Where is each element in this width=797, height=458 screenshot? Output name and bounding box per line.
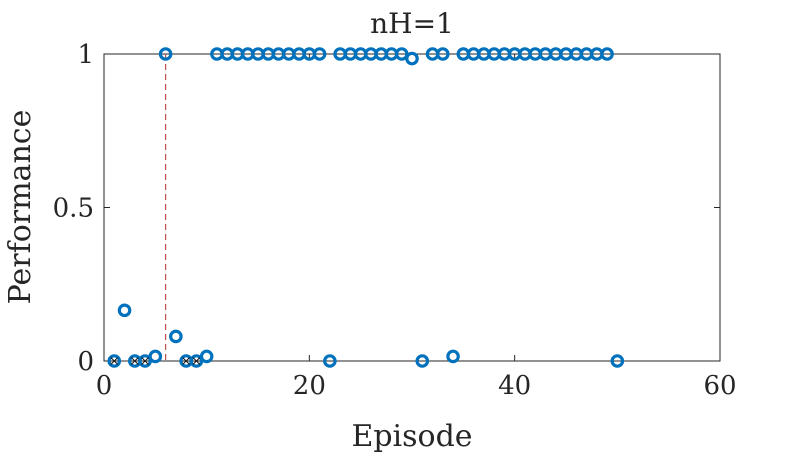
plot-area (103, 53, 721, 362)
x-tick-label: 60 (703, 371, 736, 401)
data-point (169, 329, 183, 344)
chart-title: nH=1 (370, 7, 454, 40)
x-tick-label: 20 (293, 371, 326, 401)
data-point (415, 354, 430, 368)
cross-marker (192, 357, 201, 365)
data-point (148, 349, 163, 364)
cross-markers (110, 357, 201, 365)
data-point (158, 47, 173, 61)
y-tick-label: 1 (77, 40, 94, 70)
data-point (435, 47, 450, 61)
x-axis-label: Episode (351, 419, 472, 454)
x-tick-label: 40 (498, 371, 531, 401)
data-point (600, 47, 614, 61)
data-point (610, 354, 625, 368)
data-points (107, 47, 625, 368)
cross-marker (110, 357, 119, 365)
data-point (189, 354, 204, 368)
y-tick-label: 0.5 (53, 194, 94, 224)
y-tick-labels: 00.51 (53, 40, 94, 377)
x-tick-labels: 0 20 40 60 (96, 371, 737, 401)
axis-ticks (103, 53, 721, 362)
data-point (394, 47, 409, 61)
y-tick-label: 0 (77, 347, 94, 377)
cross-marker (130, 357, 139, 365)
cross-marker (141, 357, 149, 365)
x-tick-label: 0 (96, 371, 113, 401)
cross-marker (182, 357, 190, 365)
data-point (199, 349, 214, 364)
y-axis-label: Performance (3, 110, 38, 305)
data-point (446, 349, 460, 364)
data-point (107, 354, 122, 368)
data-point (138, 354, 152, 368)
data-point (405, 51, 419, 66)
data-point (323, 354, 337, 368)
data-point (312, 47, 327, 61)
data-point (117, 303, 132, 318)
